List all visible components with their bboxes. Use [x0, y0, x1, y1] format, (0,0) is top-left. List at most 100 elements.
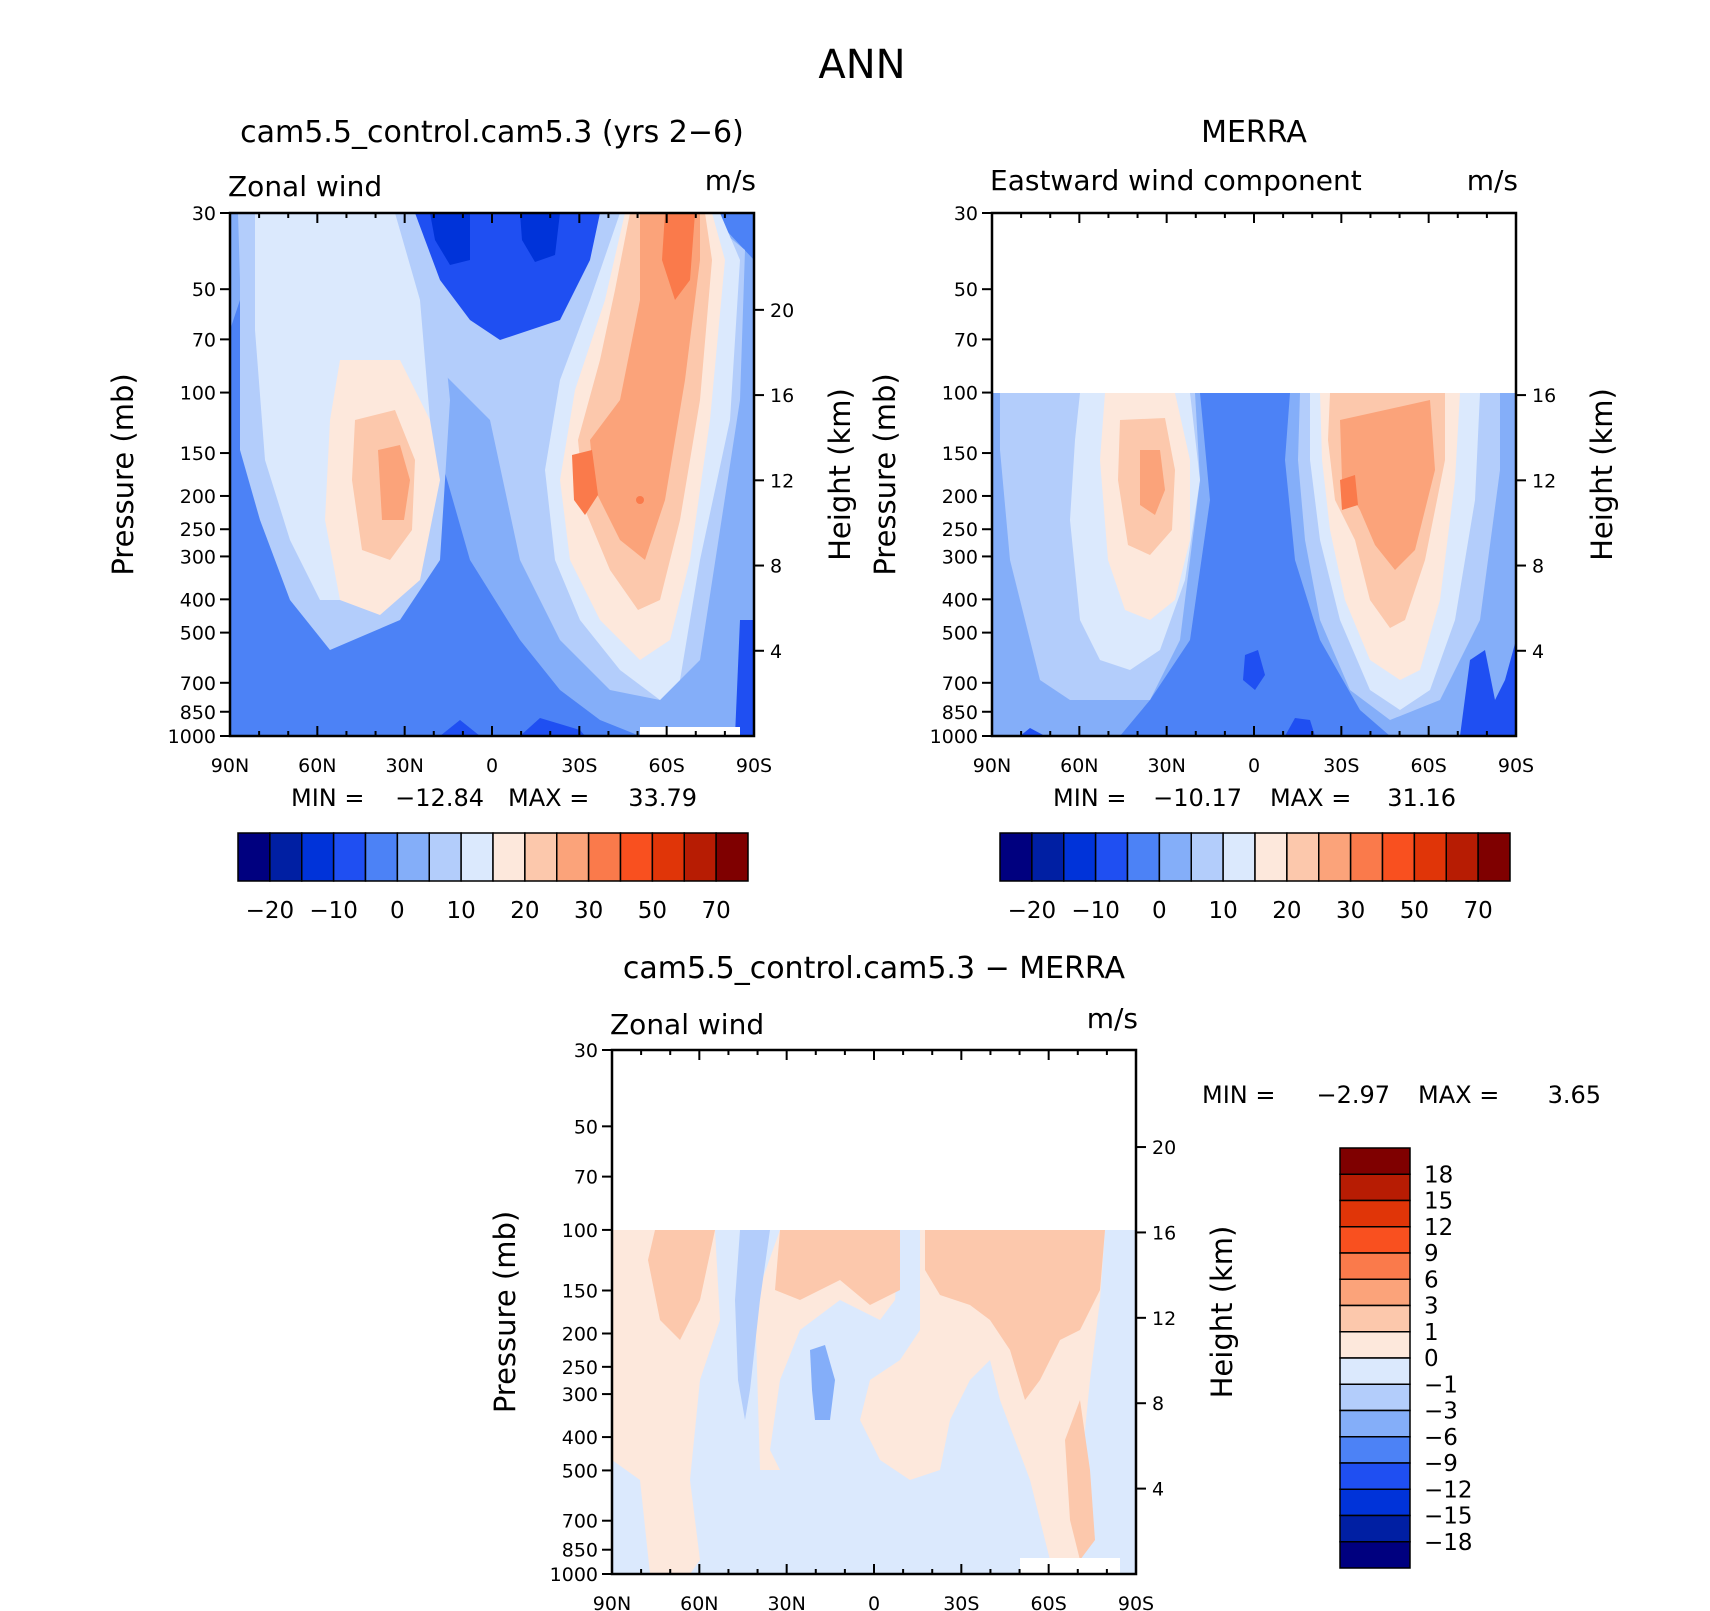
max-label: MAX =	[1270, 784, 1351, 812]
colorbar-label: 20	[510, 898, 539, 924]
x-tick-label: 60S	[1031, 1593, 1067, 1611]
band-pos-sh-1	[925, 1230, 1105, 1400]
y2-tick-label: 8	[1152, 1393, 1164, 1415]
colorbar-box	[1339, 1383, 1411, 1412]
y-tick-label: 200	[180, 486, 216, 508]
colorbar-box	[1286, 832, 1320, 882]
x-tick-label: 90S	[736, 755, 772, 777]
y-tick-label: 300	[562, 1384, 598, 1406]
colorbar-box	[1339, 1252, 1411, 1280]
panel-title: MERRA	[1201, 115, 1307, 150]
units-label: m/s	[1087, 1002, 1138, 1035]
x-tick-label: 60N	[298, 755, 336, 777]
x-tick-label: 30N	[385, 755, 423, 777]
colorbar-box	[1339, 1514, 1411, 1543]
y2-tick-label: 8	[770, 556, 782, 578]
y2-tick-label: 16	[1152, 1222, 1176, 1244]
contour-field	[230, 213, 754, 736]
colorbar-label: −12	[1424, 1477, 1473, 1503]
x-tick-label: 0	[1248, 755, 1260, 777]
y2-axis-title: Height (km)	[823, 388, 857, 561]
y-axis-title: Pressure (mb)	[106, 373, 140, 575]
colorbar-label: 50	[1400, 898, 1429, 924]
colorbar-box	[1063, 832, 1097, 882]
band-sh-2	[1340, 400, 1435, 570]
colorbar-label: 15	[1424, 1189, 1453, 1215]
colorbar-box	[651, 832, 685, 882]
colorbar-box	[1339, 1173, 1411, 1202]
y2-axis-title: Height (km)	[1585, 388, 1619, 561]
colorbar-box	[301, 832, 335, 882]
y2-tick-label: 20	[770, 300, 794, 322]
axes: 90N 60N 30N 0 30S 60S 90S 30 50 70 100 150 200 250 300…	[488, 1040, 1239, 1611]
colorbar-box	[460, 832, 494, 882]
colorbar-box	[1477, 832, 1511, 882]
y-tick-label: 100	[562, 1220, 598, 1242]
band-neg-nh	[612, 1460, 650, 1574]
y-tick-label: 1000	[550, 1564, 598, 1586]
band-sfc-a	[1243, 650, 1265, 690]
x-tick-label: 60N	[1060, 755, 1098, 777]
x-tick-label: 60S	[1411, 755, 1447, 777]
colorbar-box	[1339, 1226, 1411, 1254]
colorbar-box	[524, 832, 558, 882]
y-tick-label: 250	[942, 519, 978, 541]
y2-tick-label: 16	[770, 385, 794, 407]
colorbar-box	[715, 832, 749, 882]
colorbar-box	[1349, 832, 1384, 882]
y-tick-label: 70	[574, 1167, 598, 1189]
min-label: MIN =	[291, 784, 364, 812]
y-tick-label: 50	[192, 279, 216, 301]
colorbar-label: −9	[1424, 1451, 1458, 1477]
colorbar-box	[1339, 1357, 1411, 1385]
colorbar-box	[1126, 832, 1161, 882]
x-tick-label: 90S	[1498, 755, 1534, 777]
contour-field	[992, 393, 1516, 736]
colorbar-box	[1031, 832, 1065, 882]
colorbar-label: 50	[638, 898, 667, 924]
y-tick-label: 30	[192, 203, 216, 225]
colorbar-box	[1190, 832, 1224, 882]
left-label: Eastward wind component	[990, 164, 1362, 197]
band-neg-2b	[520, 213, 560, 262]
left-label: Zonal wind	[228, 170, 382, 203]
x-tick-label: 30S	[1323, 755, 1359, 777]
y-tick-label: 700	[942, 673, 978, 695]
band-sh-dot	[636, 496, 644, 504]
y2-axis-title: Height (km)	[1205, 1226, 1239, 1399]
y-tick-label: 300	[942, 546, 978, 568]
y-tick-label: 150	[562, 1281, 598, 1303]
colorbar-box	[1254, 832, 1288, 882]
y-tick-label: 30	[954, 203, 978, 225]
y-tick-label: 500	[942, 623, 978, 645]
panel-title: cam5.5_control.cam5.3 − MERRA	[623, 951, 1126, 986]
colorbar-box	[1445, 832, 1479, 882]
colorbar-label: 70	[1463, 898, 1492, 924]
colorbar-box	[1339, 1147, 1411, 1175]
y2-tick-label: 20	[1152, 1137, 1176, 1159]
colorbar-label: −15	[1424, 1504, 1473, 1530]
colorbar-label: 0	[1152, 898, 1167, 924]
colorbar-label: −3	[1424, 1399, 1458, 1425]
max-value: 33.79	[628, 784, 697, 812]
colorbar-label: −6	[1424, 1425, 1458, 1451]
y-tick-label: 400	[180, 589, 216, 611]
x-tick-label: 30S	[943, 1593, 979, 1611]
y2-tick-label: 4	[770, 641, 782, 663]
y2-tick-label: 4	[1152, 1479, 1164, 1501]
y-tick-label: 250	[562, 1357, 598, 1379]
y-tick-label: 50	[574, 1116, 598, 1138]
max-value: 3.65	[1548, 1081, 1601, 1109]
x-tick-label: 0	[486, 755, 498, 777]
colorbar-box	[1339, 1331, 1411, 1359]
colorbar-box	[332, 832, 367, 882]
x-tick-label: 60N	[680, 1593, 718, 1611]
colorbar-label: 30	[1336, 898, 1365, 924]
y-tick-label: 200	[942, 486, 978, 508]
colorbar-box	[1339, 1462, 1411, 1490]
y-tick-label: 500	[180, 623, 216, 645]
band-sh-2	[590, 213, 700, 560]
x-tick-label: 90N	[593, 1593, 631, 1611]
y-tick-label: 50	[954, 279, 978, 301]
